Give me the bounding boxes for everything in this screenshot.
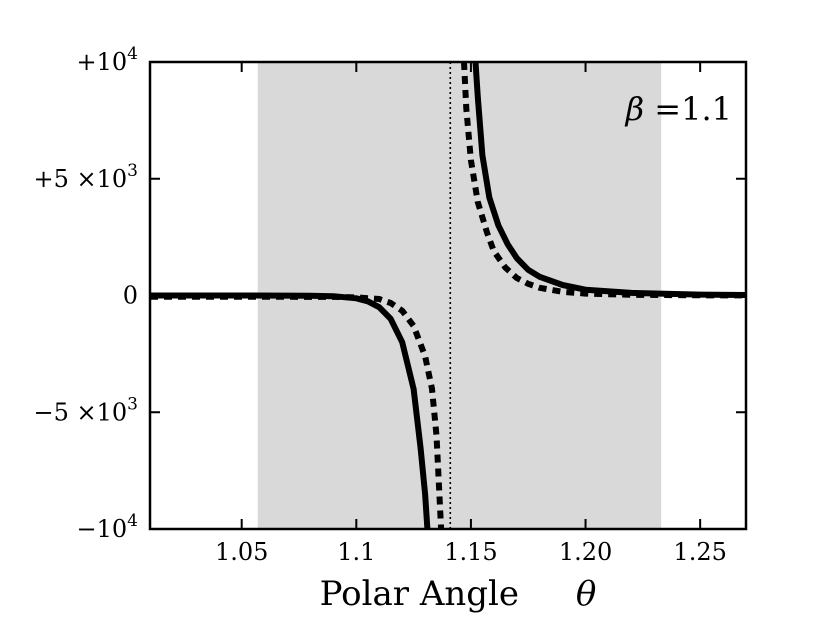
tick-label-layer: 1.05 1.1 1.15 1.20 1.25 +104 +5 ×103 0 −5 ×103 −1…	[34, 44, 727, 566]
x-tick-label: 1.20	[559, 538, 612, 566]
beta-symbol: β	[625, 90, 645, 128]
x-axis-symbol: θ	[576, 574, 596, 614]
x-tick-label: 1.05	[215, 538, 268, 566]
y-tick-label: 0	[123, 282, 138, 310]
x-tick-label: 1.15	[444, 538, 497, 566]
y-tick-label: +5 ×103	[34, 161, 138, 193]
y-tick-label: −104	[77, 511, 138, 543]
beta-value: =1.1	[654, 90, 732, 128]
x-tick-label: 1.25	[673, 538, 726, 566]
x-tick-label: 1.1	[337, 538, 375, 566]
dashed-series-branch-1	[150, 293, 445, 529]
y-tick-label: +104	[77, 44, 138, 76]
x-axis-label-text: Polar Angle	[320, 574, 519, 614]
x-axis-label: Polar Angle θ	[320, 574, 597, 614]
y-tick-label: −5 ×103	[34, 394, 138, 426]
tick-layer	[150, 61, 746, 530]
beta-annotation: β =1.1	[625, 90, 732, 128]
series-layer	[150, 62, 746, 529]
dashed-series-branch-2	[461, 62, 746, 299]
